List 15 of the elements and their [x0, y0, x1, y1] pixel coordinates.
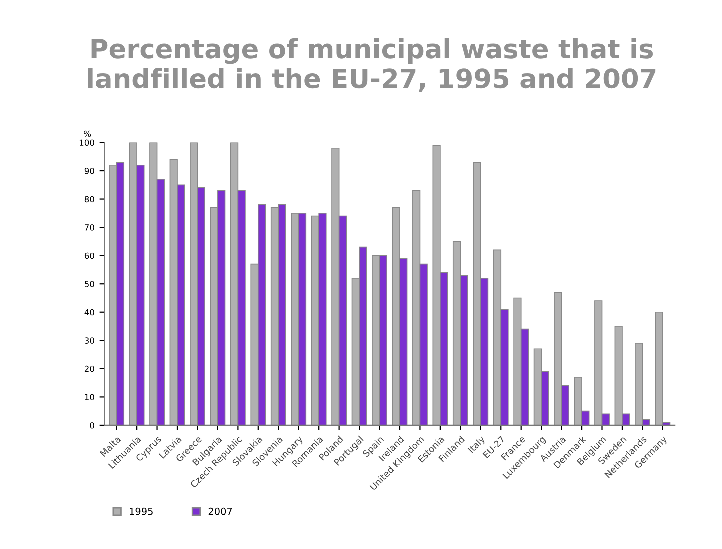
y-tick-label: 40 [84, 309, 94, 316]
chart-title: Percentage of municipal waste that is landfilled in the EU-27, 1995 and 2007 [88, 38, 656, 92]
y-tick-label: 80 [84, 196, 94, 203]
y-axis-title: % [84, 130, 92, 138]
legend-label: 2007 [208, 508, 232, 516]
y-tick-label: 0 [90, 422, 94, 429]
y-tick-label: 20 [84, 366, 94, 372]
legend-label: 1995 [130, 508, 153, 516]
y-tick-label: 50 [85, 281, 94, 288]
y-tick-label: 60 [84, 252, 94, 260]
y-tick-label: 70 [85, 224, 94, 231]
y-tick-label: 30 [85, 338, 94, 344]
y-tick-label: 100 [80, 140, 94, 146]
y-tick-label: 10 [85, 394, 94, 400]
y-tick-label: 90 [84, 168, 94, 174]
